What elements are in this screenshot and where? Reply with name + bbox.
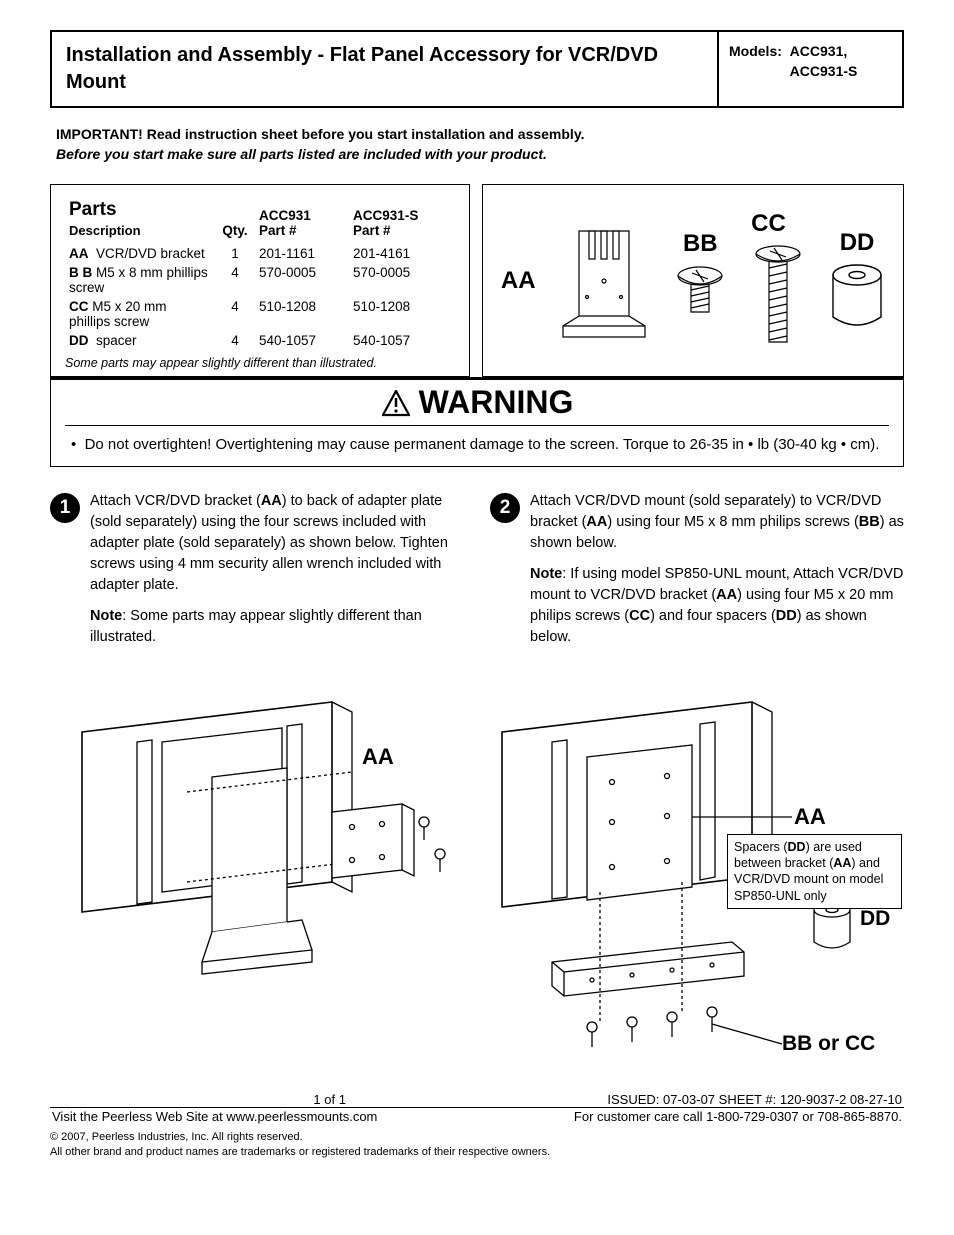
warning-triangle-icon [381, 389, 411, 417]
part-p1: 540-1057 [255, 331, 349, 350]
models-box: Models: ACC931, ACC931-S [717, 32, 902, 106]
footer-copyright: © 2007, Peerless Industries, Inc. All ri… [50, 1130, 904, 1160]
footer-customer-care: For customer care call 1-800-729-0307 or… [574, 1109, 902, 1124]
part-p2: 540-1057 [349, 331, 455, 350]
step-number: 2 [490, 493, 520, 523]
parts-col-p2: ACC931-S Part # [349, 197, 455, 244]
d2-label-dd: DD [860, 907, 890, 931]
header: Installation and Assembly - Flat Panel A… [50, 30, 904, 108]
copyright-line1: © 2007, Peerless Industries, Inc. All ri… [50, 1130, 904, 1145]
d2-label-aa: AA [794, 804, 826, 830]
step2-p2: Note: If using model SP850-UNL mount, At… [530, 564, 904, 648]
footer-row2: Visit the Peerless Web Site at www.peerl… [50, 1108, 904, 1130]
step1-p1: Attach VCR/DVD bracket (AA) to back of a… [90, 491, 464, 596]
step2-p1: Attach VCR/DVD mount (sold separately) t… [530, 491, 904, 554]
table-row: B B M5 x 8 mm phillips screw 4 570-0005 … [65, 263, 455, 297]
part-p2: 510-1208 [349, 297, 455, 331]
doc-title: Installation and Assembly - Flat Panel A… [52, 32, 717, 106]
intro-line1: IMPORTANT! Read instruction sheet before… [56, 126, 904, 142]
parts-col-qty: Qty. [215, 197, 255, 244]
models-label: Models: [729, 43, 782, 59]
part-qty: 4 [215, 263, 255, 297]
part-code: AA [69, 246, 89, 261]
footer-website: Visit the Peerless Web Site at www.peerl… [52, 1109, 377, 1124]
illus-label-aa: AA [501, 267, 536, 295]
diagram-1: AA [52, 682, 452, 1042]
illus-label-bb: BB [683, 230, 718, 258]
table-row: DD spacer 4 540-1057 540-1057 [65, 331, 455, 350]
screw-long-icon [751, 242, 805, 352]
part-qty: 4 [215, 297, 255, 331]
step-1: 1 Attach VCR/DVD bracket (AA) to back of… [50, 491, 464, 658]
parts-col-p1: ACC931 Part # [255, 197, 349, 244]
warning-bullet: Do not overtighten! Overtightening may c… [85, 436, 880, 453]
d2-callout: Spacers (DD) are used between bracket (A… [727, 834, 902, 909]
step-2: 2 Attach VCR/DVD mount (sold separately)… [490, 491, 904, 658]
illus-label-cc: CC [751, 210, 786, 238]
step1-p2: Note: Some parts may appear slightly dif… [90, 606, 464, 648]
illus-label-dd: DD [840, 229, 875, 257]
part-code: DD [69, 333, 89, 348]
part-qty: 4 [215, 331, 255, 350]
warning-box: WARNING • Do not overtighten! Overtighte… [50, 377, 904, 467]
part-p1: 201-1161 [255, 244, 349, 263]
table-row: CC M5 x 20 mm phillips screw 4 510-1208 … [65, 297, 455, 331]
part-p2: 201-4161 [349, 244, 455, 263]
part-code: CC [69, 299, 89, 314]
intro-line2: Before you start make sure all parts lis… [56, 146, 904, 162]
diagram-2: AA Spacers (DD) are used between bracket… [482, 682, 902, 1082]
warning-heading: WARNING [65, 384, 889, 426]
screw-short-icon [673, 262, 727, 332]
parts-col-desc: Description [69, 223, 211, 238]
part-code: B B [69, 265, 92, 280]
page-number: 1 of 1 [313, 1092, 346, 1107]
d1-label-aa: AA [362, 744, 394, 770]
bracket-icon [559, 221, 649, 341]
intro-notes: IMPORTANT! Read instruction sheet before… [56, 126, 904, 162]
models-value: ACC931, ACC931-S [790, 42, 858, 81]
footer-row1: 1 of 1 ISSUED: 07-03-07 SHEET #: 120-903… [50, 1092, 904, 1107]
parts-table: Parts Description Qty. ACC931 Part # ACC… [65, 197, 455, 350]
part-p1: 510-1208 [255, 297, 349, 331]
parts-box: Parts Description Qty. ACC931 Part # ACC… [50, 184, 470, 377]
part-desc: spacer [96, 333, 137, 348]
d2-label-bbcc: BB or CC [782, 1032, 875, 1056]
parts-illustration: AA BB [482, 184, 904, 377]
warning-body: • Do not overtighten! Overtightening may… [65, 434, 889, 456]
spacer-icon [829, 261, 885, 333]
part-p1: 570-0005 [255, 263, 349, 297]
assembly-diagram-1 [52, 682, 452, 1042]
part-p2: 570-0005 [349, 263, 455, 297]
parts-note: Some parts may appear slightly different… [65, 356, 455, 370]
part-qty: 1 [215, 244, 255, 263]
issued-sheet: ISSUED: 07-03-07 SHEET #: 120-9037-2 08-… [607, 1092, 902, 1107]
step-number: 1 [50, 493, 80, 523]
parts-heading: Parts [69, 199, 211, 221]
warning-heading-text: WARNING [419, 384, 574, 420]
part-desc: VCR/DVD bracket [96, 246, 205, 261]
table-row: AA VCR/DVD bracket 1 201-1161 201-4161 [65, 244, 455, 263]
copyright-line2: All other brand and product names are tr… [50, 1145, 904, 1160]
